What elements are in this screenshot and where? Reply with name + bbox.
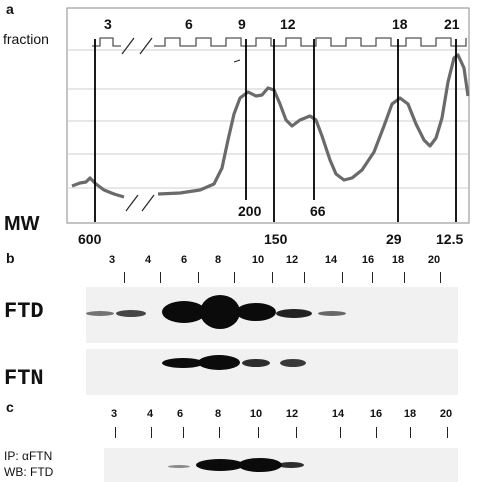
blot-band: [198, 355, 240, 370]
blot-band: [238, 458, 282, 472]
lane-number: 8: [214, 408, 222, 420]
lane-tick: [151, 427, 152, 438]
lane-tick: [440, 272, 441, 283]
lane-tick: [372, 272, 373, 283]
elution-trace: [71, 53, 470, 199]
blot-band: [86, 311, 114, 316]
fraction-square-wave: [92, 37, 467, 47]
fraction-number-18: 18: [392, 16, 408, 32]
lane-number: 20: [439, 408, 453, 420]
blot-strip-ftn: [86, 349, 458, 395]
blot-band: [278, 462, 304, 468]
lane-tick: [340, 427, 341, 438]
lane-tick: [198, 272, 199, 283]
lane-tick: [404, 272, 405, 283]
panel-c-letter: c: [6, 399, 14, 415]
blot-band: [280, 359, 306, 367]
lane-number: 3: [110, 408, 118, 420]
lane-number: 12: [285, 254, 299, 266]
plot-frame: [66, 7, 470, 224]
ip-label: IP: αFTN: [4, 449, 53, 463]
mw-value-12-5: 12.5: [436, 231, 464, 247]
blot-band: [162, 358, 204, 368]
lane-number: 16: [361, 254, 375, 266]
fraction-number-12: 12: [280, 16, 296, 32]
lane-number: 14: [324, 254, 338, 266]
wb-label: WB: FTD: [4, 465, 54, 479]
lane-number: 18: [391, 254, 405, 266]
lane-number: 8: [214, 254, 222, 266]
fraction-label: fraction: [3, 31, 49, 47]
mw-value-29: 29: [386, 231, 402, 247]
lane-number: 14: [331, 408, 345, 420]
mw-value-150: 150: [264, 231, 288, 247]
lane-tick: [183, 427, 184, 438]
blot-band: [236, 303, 276, 321]
blot-label-ftn: FTN: [4, 366, 44, 391]
lane-tick: [219, 427, 220, 438]
blot-band: [242, 359, 270, 367]
blot-label-ftd: FTD: [4, 299, 44, 324]
lane-number: 12: [285, 408, 299, 420]
blot-strip-ip: [104, 448, 458, 482]
lane-number: 6: [176, 408, 184, 420]
blot-band: [200, 295, 240, 329]
axis-break-top: [121, 37, 153, 55]
minor-mark: [233, 59, 241, 63]
blot-band: [318, 311, 346, 316]
lane-number: 4: [146, 408, 154, 420]
fraction-number-6: 6: [185, 16, 193, 32]
lane-number: 3: [108, 254, 116, 266]
lane-tick: [160, 272, 161, 283]
lane-number: 4: [144, 254, 152, 266]
mw-value-600: 600: [78, 231, 102, 247]
lane-tick: [447, 427, 448, 438]
fraction-number-21: 21: [444, 16, 460, 32]
mw-label: MW: [4, 213, 40, 235]
fraction-number-3: 3: [104, 16, 112, 32]
mw-value-66: 66: [310, 203, 326, 219]
blot-band: [196, 459, 244, 471]
lane-tick: [258, 427, 259, 438]
blot-band: [168, 465, 190, 468]
lane-number: 20: [427, 254, 441, 266]
lane-number: 10: [251, 254, 265, 266]
lane-tick: [124, 272, 125, 283]
blot-band: [276, 309, 312, 318]
lane-tick: [296, 427, 297, 438]
lane-tick: [342, 272, 343, 283]
elution-profile-plot: [66, 7, 470, 224]
blot-band: [162, 301, 206, 323]
lane-tick: [304, 272, 305, 283]
lane-tick: [234, 272, 235, 283]
lane-tick: [410, 427, 411, 438]
lane-number: 18: [403, 408, 417, 420]
lane-tick: [272, 272, 273, 283]
blot-strip-ftd: [86, 287, 458, 343]
fraction-number-9: 9: [238, 16, 246, 32]
axis-break-bottom: [125, 194, 155, 212]
mw-calibration-lines: [94, 39, 457, 222]
lane-tick: [376, 427, 377, 438]
blot-band: [116, 310, 146, 317]
lane-number: 10: [249, 408, 263, 420]
panel-a-letter: a: [6, 1, 14, 17]
lane-number: 16: [369, 408, 383, 420]
lane-number: 6: [180, 254, 188, 266]
panel-b-letter: b: [6, 250, 15, 266]
lane-tick: [115, 427, 116, 438]
mw-value-200: 200: [238, 203, 262, 219]
